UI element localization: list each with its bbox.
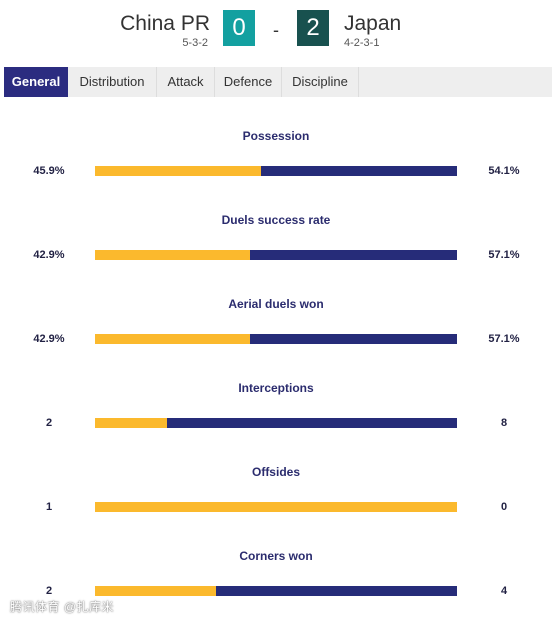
stats-tabs: General Distribution Attack Defence Disc…: [4, 67, 552, 97]
stat-bar: [95, 418, 457, 428]
stat-title: Offsides: [251, 465, 300, 479]
stat-away-value: 8: [500, 417, 508, 429]
stat-away-value: 57.1%: [488, 249, 520, 261]
stat-home-value: 1: [45, 501, 53, 513]
stat-title: Interceptions: [238, 381, 314, 395]
away-team-formation: 4-2-3-1: [344, 37, 380, 49]
stat-title: Corners won: [239, 549, 313, 563]
stat-bar-home-fill: [95, 334, 251, 344]
stat-away-value: 0: [500, 501, 508, 513]
stat-home-value: 45.9%: [33, 165, 65, 177]
home-team-formation: 5-3-2: [182, 37, 208, 49]
stat-bar-home-fill: [95, 418, 168, 428]
stat-bar: [95, 334, 457, 344]
stat-away-value: 57.1%: [488, 333, 520, 345]
watermark: 腾讯体育 @扎库米: [10, 600, 115, 614]
stat-bar-home-fill: [95, 502, 457, 512]
home-team-name: China PR: [120, 12, 210, 35]
away-team-name: Japan: [344, 12, 402, 35]
stat-home-value: 2: [45, 585, 53, 597]
stat-title: Possession: [242, 129, 310, 143]
tab-general[interactable]: General: [4, 67, 68, 97]
home-score: 0: [223, 10, 255, 46]
tab-distribution[interactable]: Distribution: [68, 67, 157, 97]
stat-title: Duels success rate: [221, 213, 331, 227]
stat-bar: [95, 166, 457, 176]
stat-away-value: 4: [500, 585, 508, 597]
stat-bar-home-fill: [95, 166, 262, 176]
stat-bar-home-fill: [95, 586, 216, 596]
stat-bar: [95, 502, 457, 512]
stat-title: Aerial duels won: [228, 297, 324, 311]
away-score: 2: [297, 10, 329, 46]
score-separator: -: [273, 20, 279, 40]
stat-bar: [95, 586, 457, 596]
away-team: Japan 4-2-3-1: [344, 12, 401, 49]
match-header: China PR 5-3-2 0 - 2 Japan 4-2-3-1: [0, 0, 552, 64]
home-team: China PR 5-3-2: [120, 12, 210, 49]
stat-home-value: 42.9%: [33, 333, 65, 345]
tab-attack[interactable]: Attack: [157, 67, 215, 97]
stat-away-value: 54.1%: [488, 165, 520, 177]
stat-home-value: 42.9%: [33, 249, 65, 261]
tab-defence[interactable]: Defence: [215, 67, 282, 97]
stat-bar: [95, 250, 457, 260]
tab-discipline[interactable]: Discipline: [282, 67, 359, 97]
stat-bar-home-fill: [95, 250, 251, 260]
stat-home-value: 2: [45, 417, 53, 429]
